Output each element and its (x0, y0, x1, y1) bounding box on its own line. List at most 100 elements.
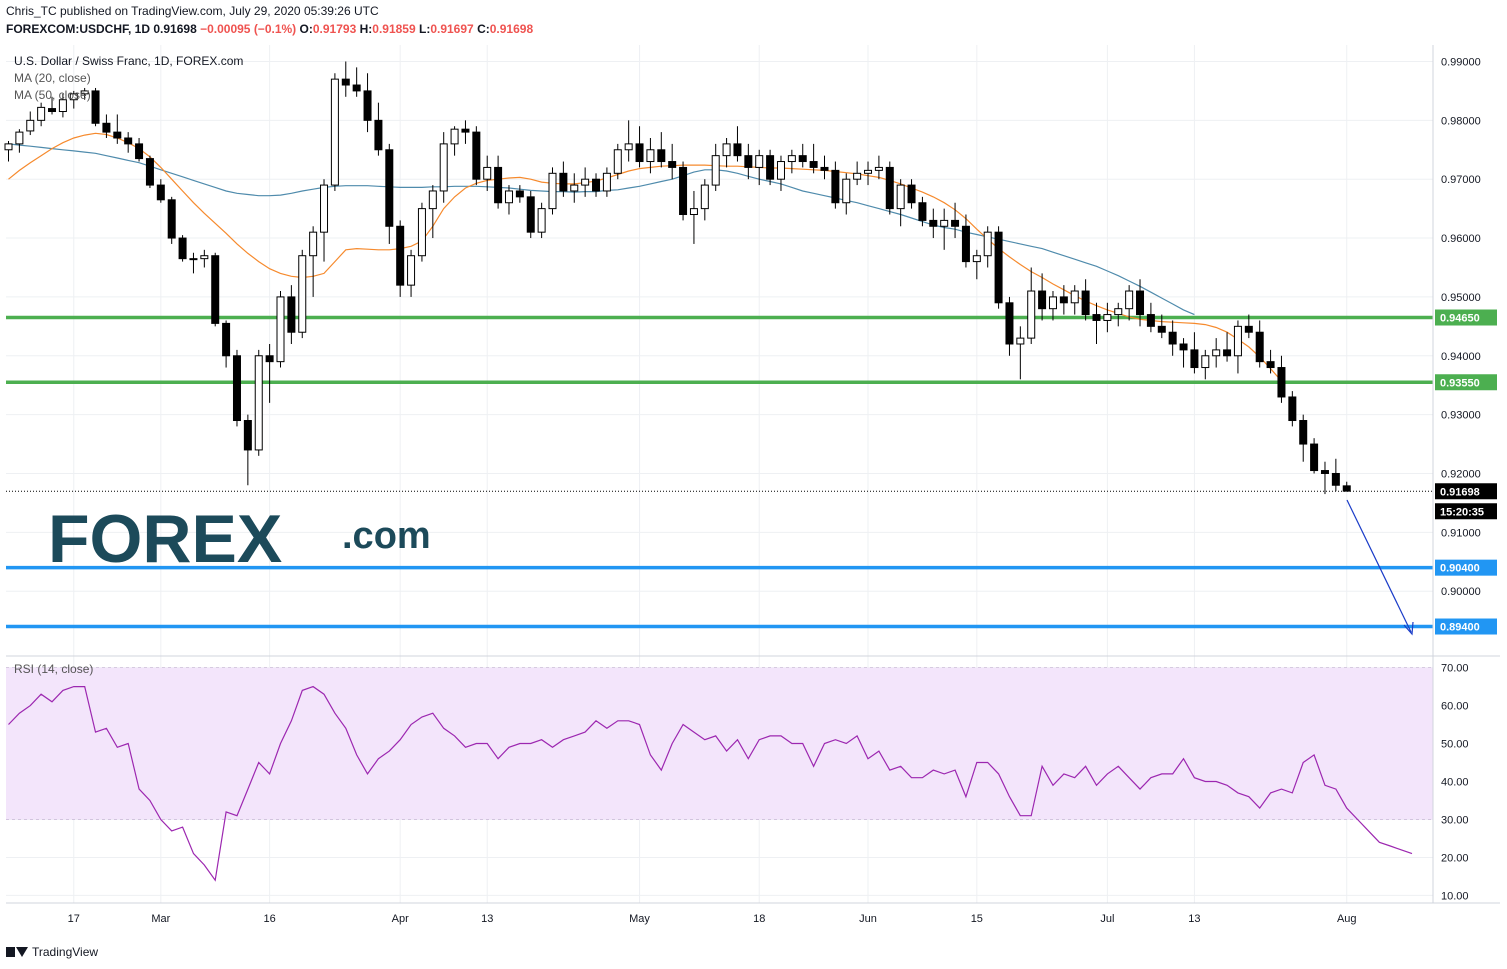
current-price-badge-label: 0.91698 (1440, 486, 1480, 498)
price-tick-label: 0.99000 (1441, 56, 1481, 68)
time-tick-label: 18 (753, 913, 765, 925)
candle-down (48, 108, 57, 113)
price-tick-label: 0.93000 (1441, 410, 1481, 422)
candle-down (831, 169, 840, 204)
rsi-tick-label: 30.00 (1441, 814, 1469, 826)
axes: 0.99000 0.98000 0.97000 0.96000 0.95000 0.940… (6, 45, 1500, 925)
candle-up (646, 149, 655, 163)
candle-down (961, 225, 970, 263)
footer: TradingView (6, 942, 98, 962)
candle-up (483, 166, 492, 180)
candle-down (1190, 349, 1199, 369)
candle-up (864, 169, 873, 174)
candle-up (537, 208, 546, 233)
time-tick-label: Jun (859, 913, 877, 925)
candle-down (1168, 331, 1177, 345)
ma50-line (8, 143, 1195, 316)
candle-down (222, 322, 231, 357)
time-tick-label: 13 (481, 913, 493, 925)
high-value: 0.91859 (372, 22, 416, 36)
candle-down (135, 143, 144, 160)
candle-up (548, 172, 557, 210)
candle-down (156, 184, 165, 201)
candle-down (679, 166, 688, 216)
candle-down (352, 84, 361, 92)
candle-up (4, 143, 13, 151)
candle-up (69, 93, 78, 101)
candle-down (1320, 470, 1329, 474)
candle-down (809, 161, 818, 168)
rsi-tick-label: 70.00 (1441, 663, 1469, 675)
candle-down (885, 166, 894, 210)
forex-watermark: FOREX .com (48, 501, 431, 577)
legend: U.S. Dollar / Swiss Franc, 1D, FOREX.com… (14, 54, 243, 676)
candle-down (113, 131, 122, 139)
candle-up (320, 184, 329, 233)
candle-down (1136, 290, 1145, 316)
candle-up (417, 208, 426, 257)
candle-down (1038, 290, 1047, 310)
candle-down (494, 166, 503, 204)
candle-up (439, 143, 448, 192)
candle-up (1212, 349, 1221, 357)
candle-down (287, 296, 296, 333)
candle-up (776, 161, 785, 180)
rsi-tick-label: 60.00 (1441, 701, 1469, 713)
level-badge-box (1435, 559, 1497, 576)
trend-arrow (1346, 499, 1414, 636)
legend-rsi: RSI (14, close) (14, 662, 93, 676)
time-tick-label: Jul (1100, 913, 1114, 925)
candle-down (265, 355, 274, 363)
footer-brand: TradingView (32, 945, 99, 959)
rsi-tick-label: 50.00 (1441, 739, 1469, 751)
candle-down (178, 237, 187, 260)
candle-up (711, 155, 720, 186)
tradingview-logo-icon (6, 945, 28, 959)
rsi-tick-label: 40.00 (1441, 777, 1469, 789)
candle-down (124, 137, 133, 145)
candle-up (1048, 296, 1057, 310)
candle-up (504, 190, 513, 204)
level-badge-label: 0.93550 (1440, 377, 1480, 389)
low-label: L: (419, 22, 431, 36)
candle-down (396, 225, 405, 286)
candle-down (341, 78, 350, 86)
candle-up (940, 219, 949, 227)
candle-down (798, 155, 807, 163)
candle-up (689, 208, 698, 216)
candle-down (1331, 472, 1340, 486)
watermark-suffix: .com (342, 515, 431, 557)
rsi-tick-label: 20.00 (1441, 852, 1469, 864)
level-badge-label: 0.89400 (1440, 622, 1480, 634)
level-badge-label: 0.90400 (1440, 563, 1480, 575)
level-badge-box (1435, 374, 1497, 391)
candle-down (363, 90, 372, 121)
candle-up (581, 178, 590, 186)
rsi-line (8, 685, 1413, 882)
candle-up (613, 149, 622, 174)
price-tick-label: 0.97000 (1441, 174, 1481, 186)
candle-up (755, 155, 764, 168)
candle-down (1092, 314, 1101, 321)
candle-down (1310, 443, 1319, 472)
candle-up (189, 258, 198, 261)
time-tick-label: 17 (68, 913, 80, 925)
candle-down (994, 231, 1003, 304)
candle-down (744, 155, 753, 168)
candle-down (1146, 314, 1155, 327)
candle-up (1201, 355, 1210, 369)
candle-up (874, 166, 883, 171)
candle-up (570, 184, 579, 192)
legend-ma50: MA (50, close) (14, 88, 91, 102)
candle-down (766, 155, 775, 180)
candle-down (559, 172, 568, 192)
candle-up (450, 128, 459, 145)
close-value: 0.91698 (489, 22, 534, 36)
time-tick-label: Aug (1337, 913, 1357, 925)
candle-down (820, 166, 829, 171)
candle-up (276, 296, 285, 363)
candle-up (26, 119, 35, 132)
candle-up (722, 143, 731, 157)
price-tick-label: 0.98000 (1441, 115, 1481, 127)
